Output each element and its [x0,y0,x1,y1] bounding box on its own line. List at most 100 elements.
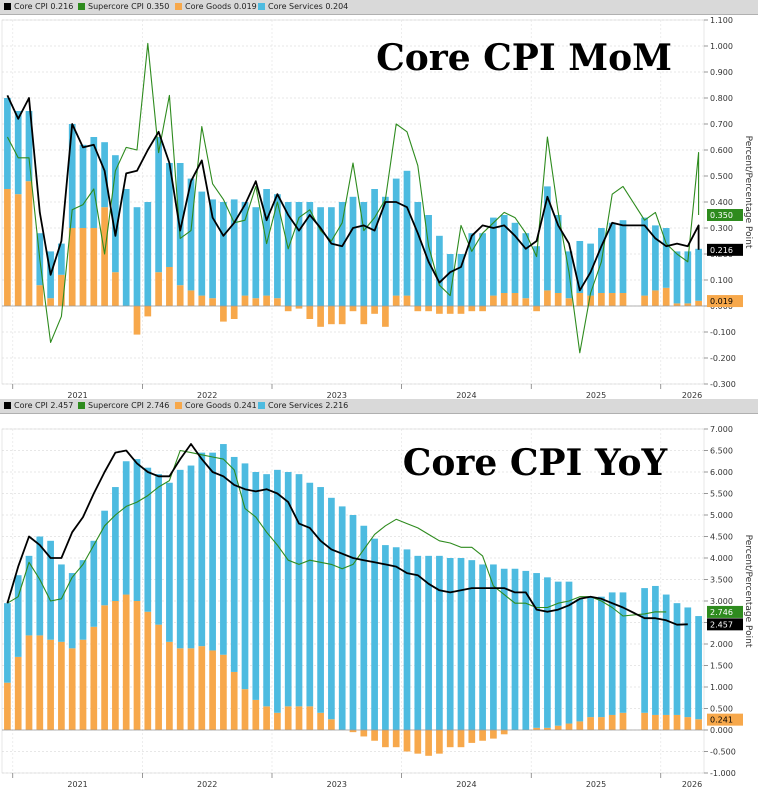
core-goods-bar [58,641,65,730]
core-cpi-line [6,95,700,292]
x-tick-label: 2022 [197,780,217,789]
core-services-bar [4,98,11,189]
legend-swatch [78,3,85,10]
core-goods-bar [695,300,702,306]
core-goods-bar [263,706,270,730]
y-tick-label: -1.000 [710,769,736,778]
core-goods-bar [619,712,627,730]
core-goods-bar [360,730,368,737]
legend-item: Core Goods 0.019 [175,0,257,14]
value-tag-label: 2.746 [710,608,733,617]
core-services-bar [349,196,357,306]
legend-name: Core CPI [14,401,51,410]
y-tick-label: 0.900 [710,68,733,77]
core-goods-bar [490,295,497,306]
core-goods-bar [209,298,216,306]
core-services-bar [112,487,119,601]
core-services-bar [652,585,659,715]
core-services-bar [122,189,130,306]
core-goods-bar [166,267,173,306]
core-goods-bar [187,648,195,730]
core-goods-bar [652,290,659,306]
legend-swatch [258,3,265,10]
core-goods-bar [565,298,573,306]
y-axis-title: Percent/Percentage Point [743,136,753,249]
core-goods-bar [4,682,11,730]
core-services-bar [371,189,378,306]
core-services-bar [511,222,519,293]
core-services-bar [619,592,627,713]
core-services-bar [565,581,573,724]
core-services-bar [641,217,648,296]
supercore-cpi-line [7,449,667,617]
core-goods-bar [122,594,130,730]
core-goods-bar [511,293,519,306]
core-goods-bar [144,306,152,317]
core-services-bar [587,243,594,296]
core-goods-bar [274,712,281,730]
legend-item: Core Goods 0.241 [175,399,257,413]
core-services-bar [684,251,692,304]
core-goods-bar [133,601,141,730]
core-goods-bar [608,293,616,306]
core-services-bar [58,243,65,275]
core-goods-bar [349,730,357,733]
core-services-bar [68,124,76,228]
core-services-bar [360,202,368,306]
core-services-bar [446,558,454,730]
legend-value: 0.204 [325,2,349,11]
core-goods-bar [328,306,335,325]
y-tick-label: 3.000 [710,597,733,606]
core-services-bar [198,191,206,296]
core-goods-bar [457,306,465,314]
core-goods-bar [176,285,184,306]
supercore-cpi-line [6,42,700,354]
legend-value: 2.457 [50,401,74,410]
core-services-bar [403,170,411,296]
core-services-bar [25,555,33,636]
y-tick-label: 1.500 [710,662,733,671]
core-services-bar [479,564,486,730]
supercore-value-tag: 0.350 [707,209,743,221]
y-tick-label: 1.000 [710,683,733,692]
core-services-bar [608,592,616,715]
value-tag-label: 0.241 [710,716,733,725]
legend-value: 2.746 [146,401,170,410]
core-goods-bar [328,719,335,730]
y-tick-label: 4.000 [710,554,733,563]
core-goods-bar [263,295,270,306]
core-goods-bar [90,626,98,730]
core-goods-bar [295,706,303,730]
core-goods-bar [382,306,389,327]
core-services-bar [414,555,422,730]
core-services-bar [598,596,605,718]
value-tag-label: 0.350 [710,211,733,220]
core-services-bar [284,472,292,707]
core-goods-bar [576,721,584,730]
legend-name: Supercore CPI [88,401,147,410]
value-tag-label: 2.457 [710,620,733,629]
x-tick-label: 2024 [456,780,476,789]
core-goods-bar [198,295,206,306]
y-tick-label: 3.500 [710,576,733,585]
mom-legend: Core CPI 0.216 Supercore CPI 0.350 Core Go… [0,0,758,15]
core-goods-bar [349,306,357,312]
core-services-bar [4,603,11,683]
core-goods-bar [695,719,702,730]
core-services-bar [79,144,87,228]
core-services-bar [176,163,184,286]
core-goods-bar [684,303,692,306]
core-services-bar [241,463,249,690]
core-goods-bar [479,730,486,741]
legend-swatch [4,402,11,409]
core-services-bar [14,575,22,657]
core-goods-bar [209,650,216,730]
y-tick-label: 0.300 [710,224,733,233]
y-tick-label: 7.000 [710,425,733,434]
core-services-bar [533,246,540,306]
core-goods-bar [436,306,443,314]
core-services-bar [533,573,540,728]
core-services-bar [479,233,486,306]
core-services-bar [155,474,162,625]
y-tick-label: 0.000 [710,726,733,735]
